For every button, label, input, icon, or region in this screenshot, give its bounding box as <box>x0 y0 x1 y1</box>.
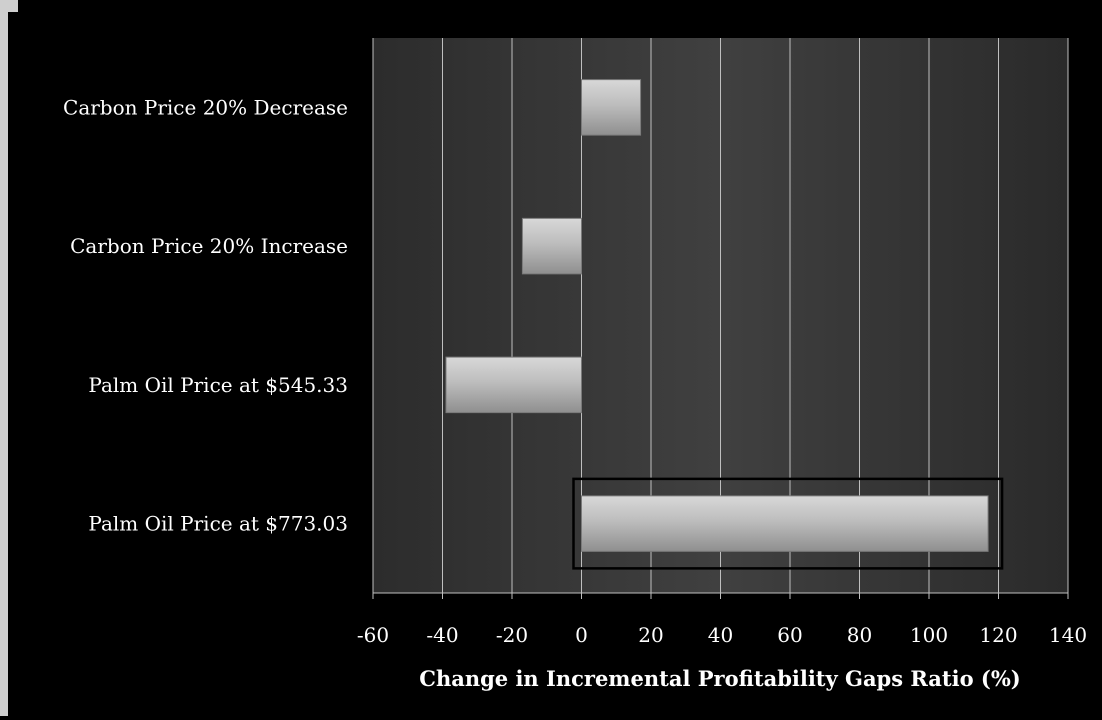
x-tick-label: -20 <box>496 623 528 647</box>
left-edge-strip <box>0 0 8 716</box>
x-tick-label: 20 <box>638 623 663 647</box>
x-tick-label: 60 <box>777 623 802 647</box>
x-axis-label: Change in Incremental Profitability Gaps… <box>419 666 1021 691</box>
x-tick-label: 80 <box>847 623 872 647</box>
category-label: Palm Oil Price at $773.03 <box>88 512 348 536</box>
bar <box>581 79 642 136</box>
highlight-box <box>572 477 1004 570</box>
bar <box>445 356 582 414</box>
x-tick-label: 120 <box>979 623 1017 647</box>
x-tick-label: 40 <box>708 623 733 647</box>
bars <box>445 79 989 552</box>
category-label: Carbon Price 20% Increase <box>70 234 348 258</box>
x-tick-label: 100 <box>910 623 948 647</box>
category-labels: Carbon Price 20% Decrease Carbon Price 20… <box>63 95 348 535</box>
highlight-rect <box>572 477 1004 570</box>
x-tick-label: 140 <box>1049 623 1087 647</box>
x-tick-label: -40 <box>426 623 458 647</box>
grid-lines <box>372 38 1069 593</box>
bar <box>581 495 989 552</box>
category-label: Palm Oil Price at $545.33 <box>88 373 348 397</box>
top-corner-block <box>0 0 18 12</box>
x-tick-label: -60 <box>357 623 389 647</box>
x-axis: -60 -40 -20 0 20 40 60 80 100 120 140 <box>357 592 1087 647</box>
category-label: Carbon Price 20% Decrease <box>63 95 348 119</box>
x-tick-label: 0 <box>575 623 588 647</box>
bar <box>521 217 582 275</box>
